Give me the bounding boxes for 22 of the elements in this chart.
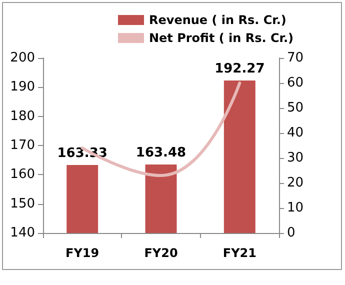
y-tick-label: 180: [10, 108, 35, 124]
x-tick-label: FY20: [144, 246, 178, 260]
y-tick-label: 140: [10, 226, 35, 240]
legend-label: Revenue ( in Rs. Cr.): [149, 13, 286, 27]
data-label: 192.27: [214, 62, 265, 77]
y-tick-label: 150: [10, 196, 35, 212]
x-tick-label: FY19: [66, 246, 100, 260]
y-tick-label: 160: [10, 167, 35, 182]
data-label: 163.48: [136, 146, 186, 161]
y2-tick-label: 20: [287, 176, 304, 190]
x-tick-label: FY21: [222, 246, 256, 260]
y2-tick-label: 60: [287, 76, 304, 90]
y2-tick-label: 70: [287, 50, 304, 66]
y2-tick-label: 50: [287, 100, 304, 116]
y2-tick-label: 10: [287, 200, 304, 216]
legend-label: Net Profit ( in Rs. Cr.): [149, 31, 294, 45]
y2-tick-label: 40: [287, 126, 304, 140]
y-tick-label: 190: [10, 80, 35, 95]
y2-tick-label: 0: [287, 226, 296, 240]
y-tick-label: 200: [10, 50, 35, 66]
y2-tick-label: 30: [287, 150, 304, 166]
y-tick-label: 170: [10, 138, 35, 153]
